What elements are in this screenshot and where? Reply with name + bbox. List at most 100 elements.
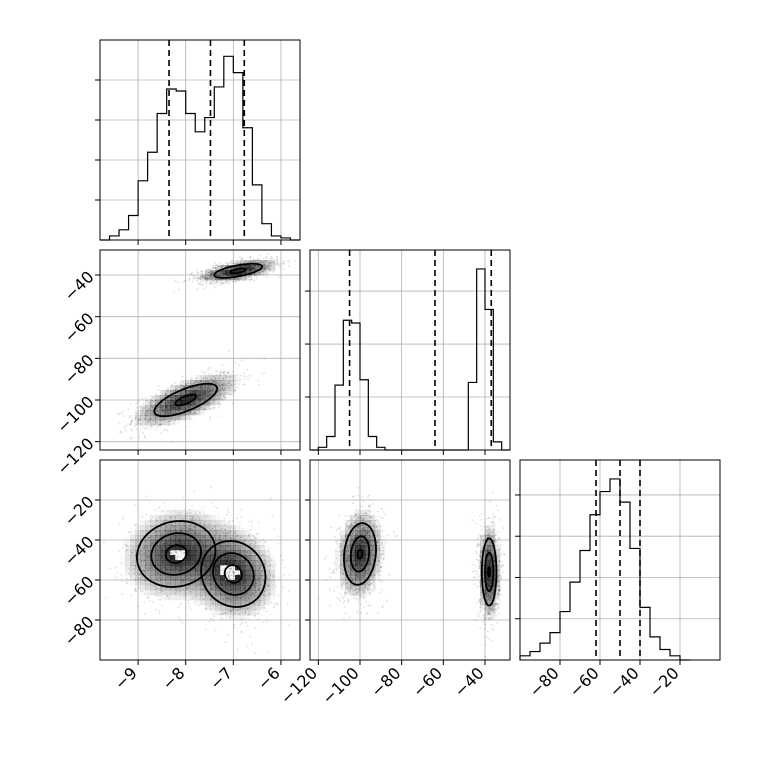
sample-point: [187, 382, 190, 385]
sample-point: [323, 557, 326, 560]
sample-point: [180, 551, 183, 554]
density-cell: [265, 595, 271, 601]
density-cell: [145, 405, 151, 411]
sample-point: [202, 280, 205, 283]
sample-point: [257, 379, 260, 382]
sample-point: [221, 388, 224, 391]
sample-point: [235, 379, 238, 381]
sample-point: [206, 386, 209, 389]
sample-point: [352, 496, 355, 498]
density-cell: [205, 560, 211, 566]
sample-point: [181, 414, 184, 417]
sample-point: [221, 399, 224, 402]
density-cell: [140, 405, 146, 411]
sample-point: [224, 396, 226, 399]
sample-point: [145, 414, 148, 416]
sample-point: [265, 255, 268, 258]
sample-point: [221, 383, 224, 386]
histogram-bar: [640, 607, 650, 660]
density-cell: [230, 525, 236, 531]
sample-point: [210, 385, 213, 388]
sample-point: [340, 592, 342, 595]
sample-point: [196, 386, 199, 388]
density-cell: [150, 585, 156, 591]
sample-point: [394, 535, 396, 537]
density-cell: [165, 525, 171, 531]
sample-point: [161, 389, 164, 392]
density-cell: [200, 275, 206, 281]
sample-point: [173, 396, 175, 399]
sample-point: [176, 418, 179, 420]
histogram-bar: [468, 382, 476, 450]
density-cell: [230, 530, 236, 536]
density-cell: [215, 530, 221, 536]
density-cell: [270, 575, 276, 581]
sample-point: [213, 505, 216, 508]
sample-point: [166, 412, 169, 414]
sample-point: [265, 257, 268, 260]
sample-point: [138, 406, 141, 409]
density-cell: [240, 610, 246, 616]
density-cell: [220, 380, 226, 386]
sample-point: [195, 377, 198, 380]
sample-point: [130, 422, 132, 425]
density-cell: [170, 385, 176, 391]
sample-point: [219, 396, 222, 398]
sample-point: [223, 387, 226, 390]
sample-point: [205, 403, 208, 406]
density-cell: [190, 380, 196, 386]
density-cell: [195, 510, 201, 516]
sample-point: [135, 424, 138, 427]
sample-point: [140, 414, 143, 417]
sample-point: [123, 543, 125, 546]
sample-point: [196, 269, 199, 272]
sample-point: [169, 409, 172, 412]
density-shading: [135, 260, 281, 426]
density-cell: [205, 575, 211, 581]
density-cell: [260, 550, 266, 556]
histogram-panel-0: [95, 39, 301, 245]
sample-point: [123, 425, 126, 428]
sample-point: [245, 375, 248, 378]
sample-point: [127, 408, 130, 410]
sample-point: [146, 414, 149, 416]
sample-point: [230, 566, 233, 569]
sample-point: [276, 256, 278, 259]
density-cell: [165, 595, 171, 601]
density-cell: [200, 530, 206, 536]
sample-point: [208, 367, 211, 370]
sample-point: [151, 406, 154, 409]
density-cell: [145, 525, 151, 531]
sample-point: [130, 437, 133, 439]
sample-point: [216, 379, 218, 382]
density-cell: [175, 565, 181, 571]
sample-point: [205, 405, 208, 407]
sample-point: [136, 605, 139, 608]
sample-point: [222, 372, 225, 374]
density-cell: [150, 520, 156, 526]
sample-point: [160, 419, 163, 421]
sample-point: [133, 425, 136, 428]
sample-point: [172, 389, 175, 392]
density-cell: [170, 555, 176, 561]
sample-point: [329, 576, 332, 579]
density-cell: [275, 570, 280, 575]
density-cell: [160, 580, 166, 586]
sample-point: [179, 414, 182, 417]
density-cell: [160, 595, 166, 601]
sample-point: [377, 515, 379, 518]
sample-point: [213, 380, 216, 382]
density-cell: [215, 395, 221, 401]
sample-point: [199, 380, 202, 382]
sample-point: [238, 364, 241, 367]
sample-point: [156, 401, 159, 403]
sample-point: [219, 373, 222, 376]
density-cell: [265, 565, 271, 571]
sample-point: [240, 508, 243, 511]
sample-point: [221, 383, 224, 386]
density-cell: [245, 550, 251, 556]
sample-point: [194, 379, 197, 382]
sample-point: [208, 395, 211, 398]
density-cell: [235, 530, 241, 536]
sample-point: [184, 414, 187, 417]
